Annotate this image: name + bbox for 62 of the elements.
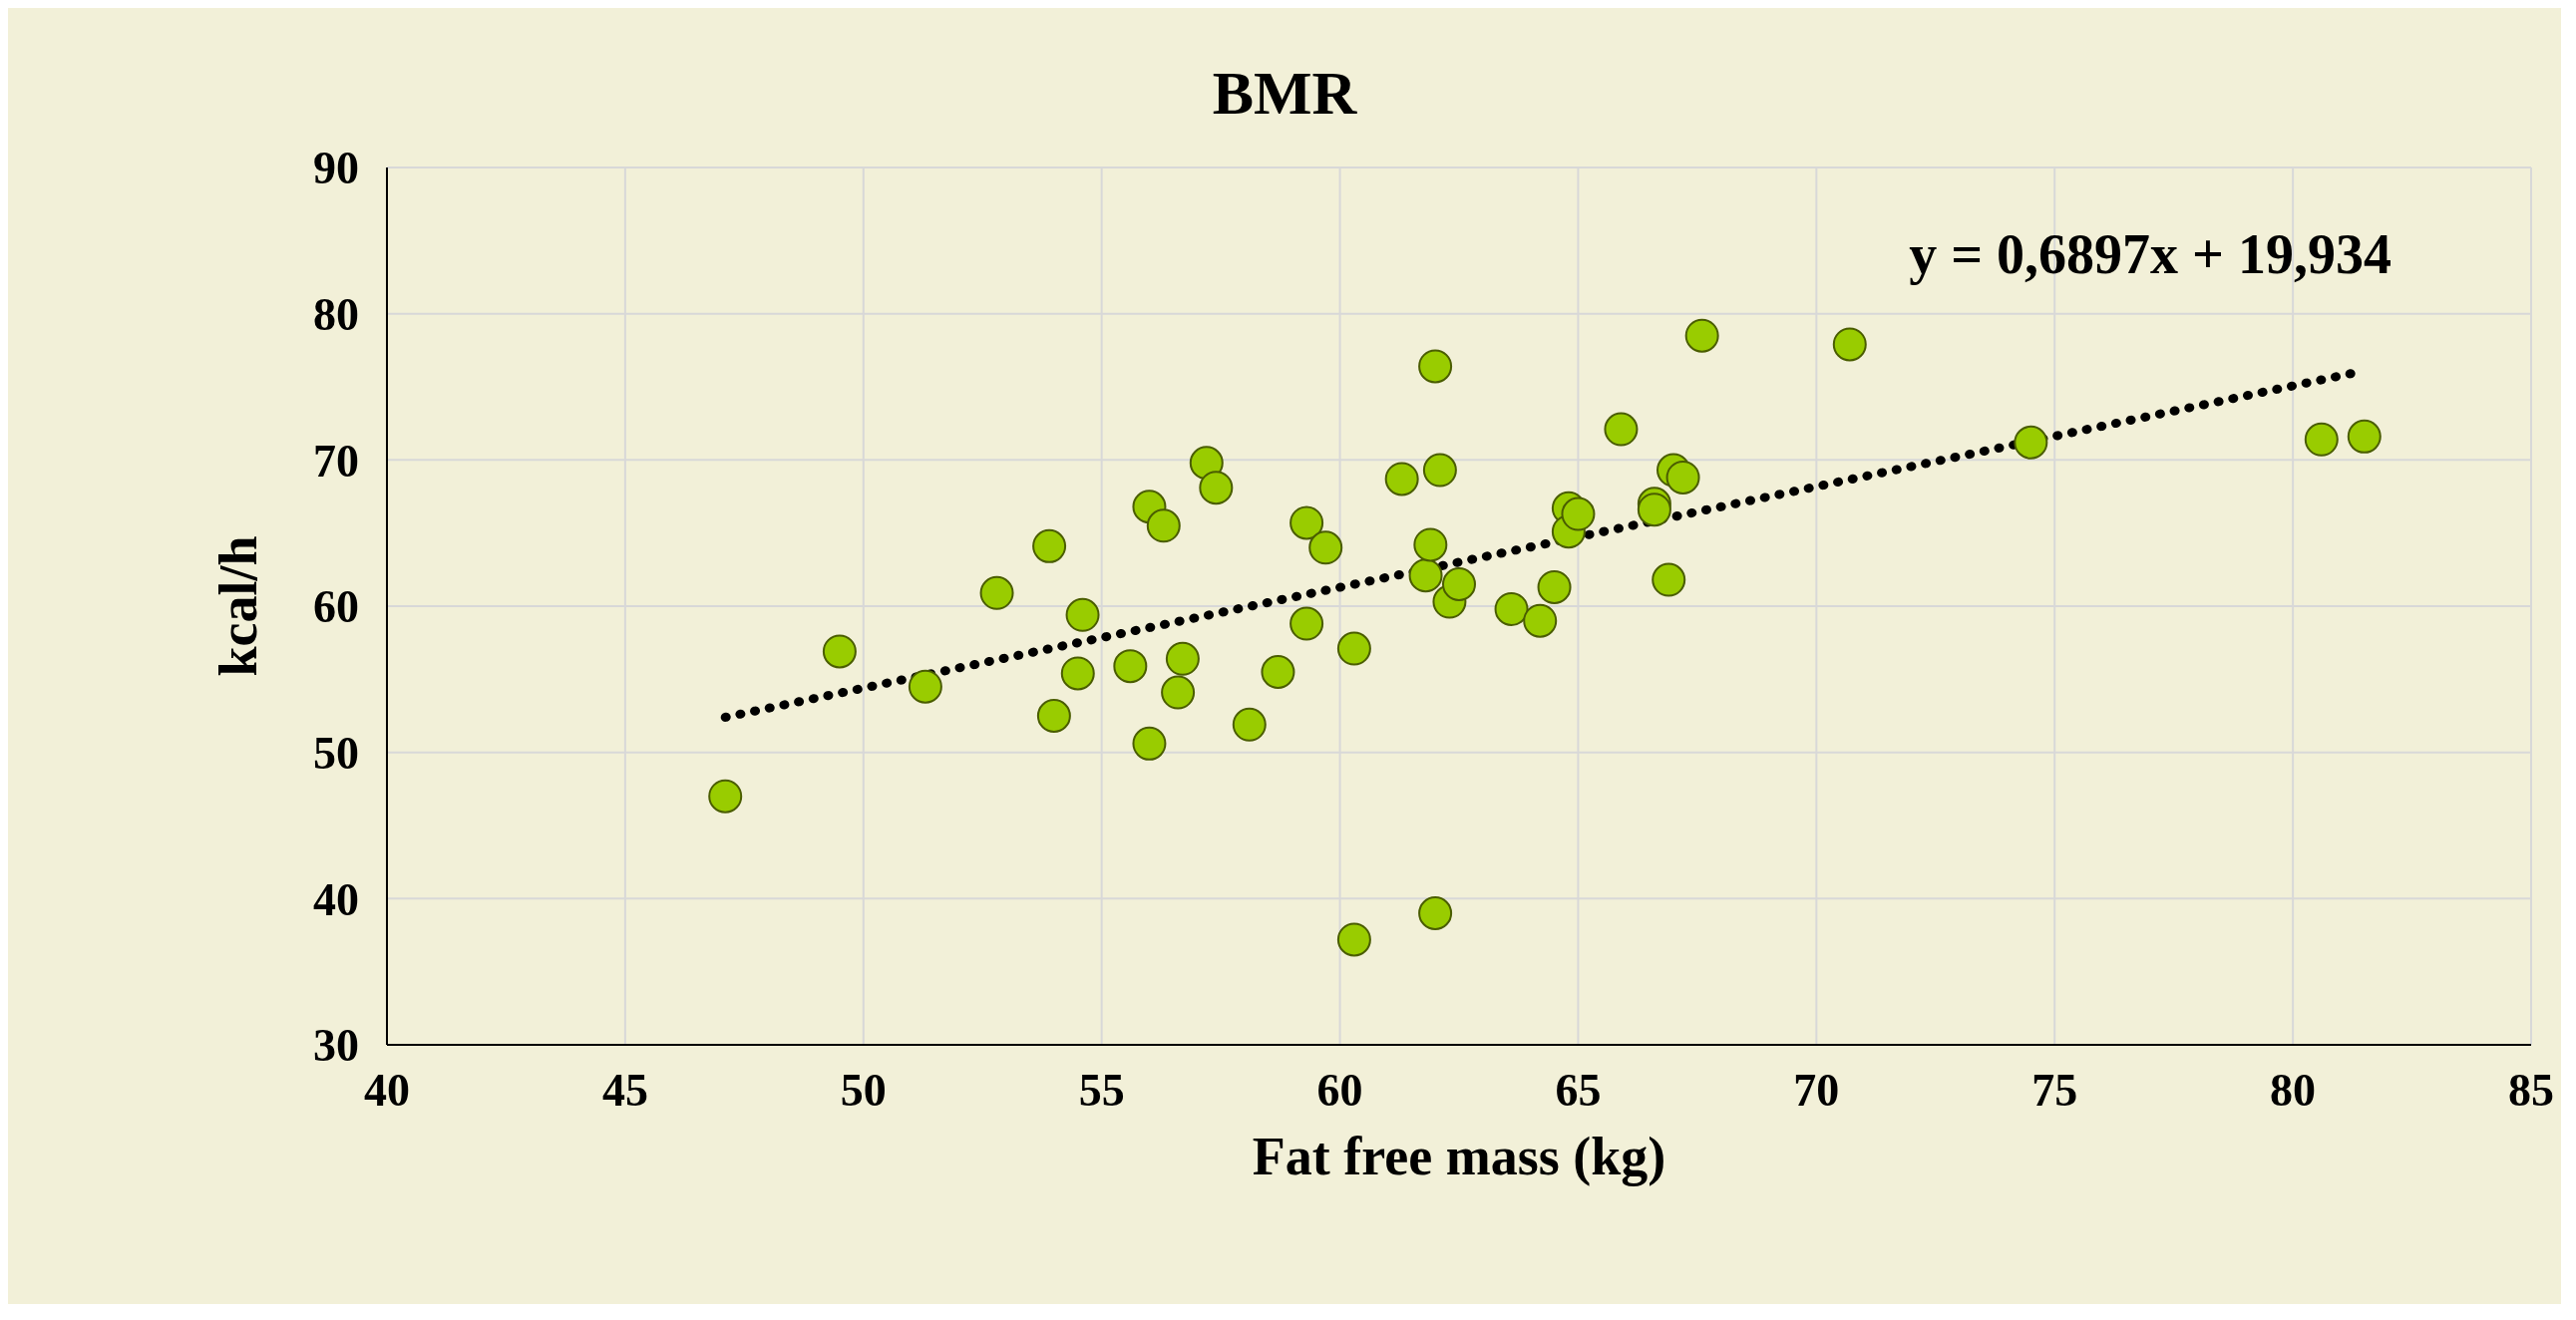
point [1652,562,1686,597]
point [1832,327,1867,362]
chart-title: BMR [1211,58,1358,129]
point [1413,527,1448,562]
x-tick-label: 75 [2031,1064,2078,1116]
y-tick-label: 90 [313,143,359,194]
x-tick-label: 70 [1793,1064,1840,1116]
point [1036,699,1071,733]
point [1537,569,1572,604]
point [1408,558,1443,593]
x-axis-title: Fat free mass (kg) [1252,1127,1666,1186]
point [708,779,743,814]
point [979,575,1014,610]
y-axis-title: kcal/h [208,535,269,677]
y-tick-label: 30 [313,1020,359,1072]
point [908,669,942,704]
point [1561,496,1596,531]
point [2304,422,2339,457]
x-tick-label: 55 [1078,1064,1125,1116]
y-tick-label: 40 [313,873,359,925]
point [1637,493,1671,527]
point [1336,922,1371,957]
point [1665,460,1700,495]
point [1336,631,1371,666]
point [1065,597,1100,632]
point [1161,675,1196,710]
point [1289,606,1324,641]
y-tick-label: 60 [313,581,359,633]
point [1060,656,1095,691]
point [1604,412,1639,447]
point [1289,505,1324,540]
point [1523,603,1558,638]
annotation: y = 0,6897x + 19,934 [1909,222,2392,286]
y-tick-label: 70 [313,435,359,487]
point [1199,471,1234,505]
point [1422,453,1457,488]
point [1113,649,1148,684]
point [1684,318,1719,353]
point [2014,425,2048,460]
x-tick-label: 40 [364,1064,410,1116]
x-tick-label: 60 [1316,1064,1363,1116]
x-tick-label: 50 [840,1064,887,1116]
point [822,634,857,669]
point [1418,349,1453,384]
x-tick-label: 80 [2270,1064,2317,1116]
y-tick-label: 80 [313,289,359,340]
point [1442,567,1476,601]
point [1384,462,1419,496]
x-tick-label: 65 [1555,1064,1602,1116]
point [1232,707,1267,742]
y-tick-label: 50 [313,728,359,779]
point [1032,528,1067,563]
point [1146,508,1181,543]
point [1165,641,1200,676]
x-tick-label: 85 [2508,1064,2554,1116]
x-tick-label: 45 [601,1064,648,1116]
point [1308,530,1343,565]
point [1494,591,1529,626]
point [1132,726,1167,761]
point [1261,655,1295,689]
point [1418,896,1453,930]
point [2347,419,2382,454]
